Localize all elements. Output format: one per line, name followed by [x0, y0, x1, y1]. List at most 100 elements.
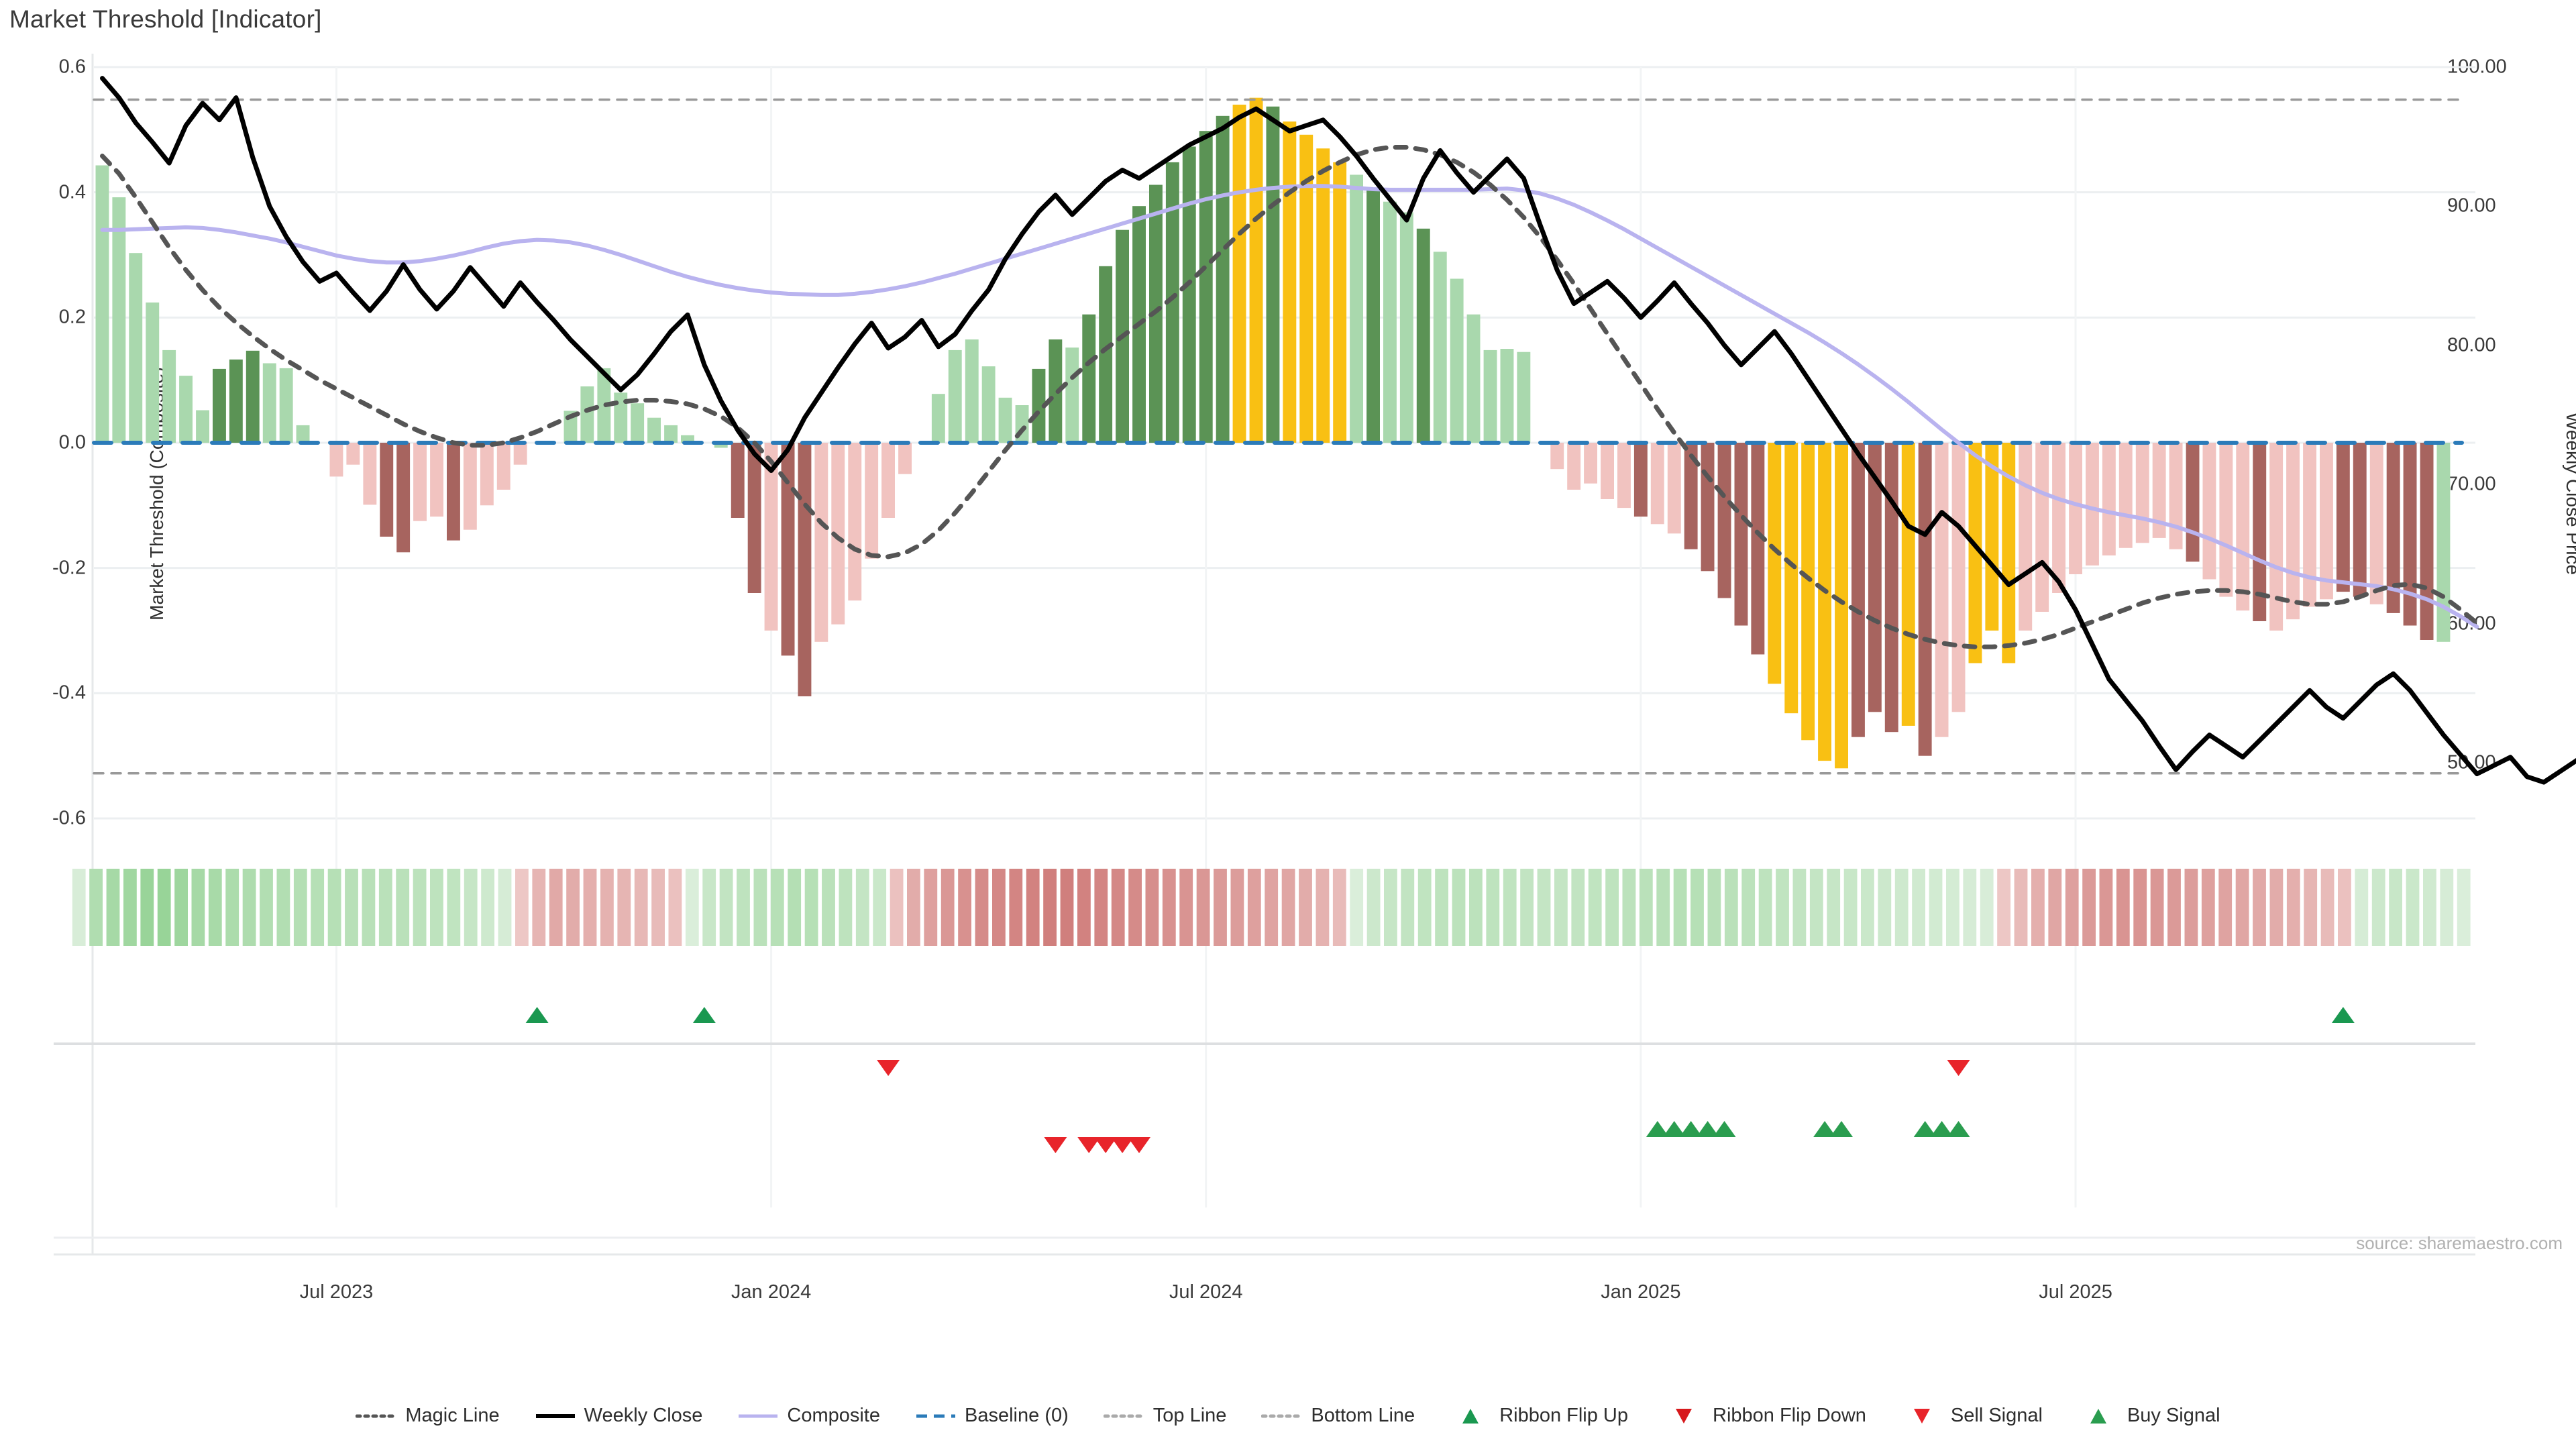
- composite-bar: [196, 410, 209, 443]
- legend-item[interactable]: Ribbon Flip Up: [1450, 1405, 1628, 1427]
- legend-label: Composite: [787, 1405, 881, 1426]
- ribbon-flip-up-marker: [692, 1007, 716, 1023]
- buy-signal-marker: [1830, 1121, 1854, 1137]
- ribbon-band: [1281, 869, 1295, 946]
- ribbon-band: [1656, 869, 1670, 946]
- composite-bar: [1801, 443, 1815, 741]
- ribbon-band: [1350, 869, 1364, 946]
- composite-bar: [1968, 443, 1982, 663]
- ribbon-band: [788, 869, 802, 946]
- ribbon-band: [1792, 869, 1807, 946]
- ribbon-band: [1537, 869, 1551, 946]
- legend-label: Baseline (0): [965, 1405, 1069, 1426]
- sell-signal-marker: [1111, 1137, 1134, 1153]
- composite-bar: [1099, 266, 1113, 443]
- ribbon-band: [2150, 869, 2164, 946]
- ribbon-band: [2065, 869, 2079, 946]
- sell-signal-marker: [1044, 1137, 1067, 1153]
- composite-bar: [463, 443, 477, 530]
- legend-item[interactable]: Ribbon Flip Down: [1663, 1405, 1866, 1427]
- ribbon-band: [1707, 869, 1721, 946]
- composite-bar: [1734, 443, 1748, 626]
- legend-swatch-triangle-up-icon: [2090, 1408, 2106, 1424]
- legend-item[interactable]: Top Line: [1103, 1405, 1227, 1427]
- composite-bar: [798, 443, 812, 696]
- ribbon-band: [804, 869, 818, 946]
- ribbon-band: [600, 869, 614, 946]
- ribbon-band: [651, 869, 665, 946]
- composite-bar: [146, 302, 160, 443]
- buy-signal-marker: [1662, 1121, 1686, 1137]
- ribbon-band: [1009, 869, 1023, 946]
- ribbon-band: [1214, 869, 1227, 946]
- composite-bar: [981, 366, 996, 443]
- composite-bar: [1232, 105, 1246, 443]
- legend-item[interactable]: Weekly Close: [535, 1405, 703, 1427]
- composite-bar: [1935, 443, 1949, 737]
- composite-bar: [2069, 443, 2082, 574]
- composite-bar: [2202, 443, 2216, 580]
- legend-label: Top Line: [1152, 1405, 1227, 1426]
- ribbon-band: [1571, 869, 1585, 946]
- composite-bar: [1951, 443, 1966, 712]
- ribbon-band: [157, 869, 171, 946]
- ribbon-band: [668, 869, 682, 946]
- ribbon-band: [1554, 869, 1568, 946]
- ribbon-band: [1861, 869, 1874, 946]
- composite-bar: [1784, 443, 1799, 714]
- composite-bar: [1333, 162, 1347, 443]
- ribbon-band: [2269, 869, 2284, 946]
- ribbon-band: [1145, 869, 1159, 946]
- legend-label: Weekly Close: [584, 1405, 703, 1426]
- legend-swatch-triangle-up-icon: [1462, 1408, 1479, 1424]
- legend-item[interactable]: Baseline (0): [915, 1405, 1069, 1427]
- y-axis-right-tick: 70.00: [2447, 473, 2496, 495]
- composite-bar: [948, 350, 962, 443]
- ribbon-band: [2167, 869, 2181, 946]
- composite-bar: [1049, 339, 1063, 443]
- composite-bar: [363, 443, 377, 505]
- ribbon-band: [1997, 869, 2010, 946]
- ribbon-band: [1503, 869, 1517, 946]
- y-axis-left-tick: 0.4: [58, 181, 86, 203]
- composite-bar: [1065, 347, 1079, 443]
- ribbon-band: [822, 869, 835, 946]
- ribbon-band: [225, 869, 239, 946]
- legend-label: Bottom Line: [1311, 1405, 1415, 1426]
- ribbon-band: [1809, 869, 1823, 946]
- composite-bar: [279, 368, 293, 443]
- buy-signal-marker: [1813, 1121, 1837, 1137]
- composite-bar: [898, 443, 912, 474]
- ribbon-band: [2355, 869, 2369, 946]
- y-axis-left-tick: 0.2: [58, 306, 86, 328]
- legend-item[interactable]: Sell Signal: [1901, 1405, 2043, 1427]
- ribbon-band: [2133, 869, 2147, 946]
- legend-item[interactable]: Magic Line: [356, 1405, 500, 1427]
- composite-bar: [1851, 443, 1865, 737]
- composite-bar: [1416, 228, 1430, 443]
- ribbon-band: [2440, 869, 2454, 946]
- buy-signal-marker: [1913, 1121, 1937, 1137]
- legend-item[interactable]: Composite: [737, 1405, 880, 1427]
- composite-bar: [1383, 201, 1397, 443]
- composite-bar: [296, 425, 310, 443]
- ribbon-band: [702, 869, 716, 946]
- sell-signal-marker: [1077, 1137, 1101, 1153]
- legend-item[interactable]: Buy Signal: [2078, 1405, 2220, 1427]
- ribbon-band: [2406, 869, 2420, 946]
- composite-bar: [2336, 443, 2350, 592]
- composite-bar: [1450, 278, 1464, 443]
- ribbon-band: [1162, 869, 1176, 946]
- ribbon-band: [174, 869, 188, 946]
- x-axis-tick: Jul 2025: [2039, 1281, 2112, 1303]
- composite-bar: [2303, 443, 2316, 607]
- ribbon-band: [1929, 869, 1943, 946]
- composite-bar: [647, 417, 661, 443]
- sell-signal-marker: [1128, 1137, 1151, 1153]
- ribbon-band: [2457, 869, 2471, 946]
- legend-item[interactable]: Bottom Line: [1261, 1405, 1415, 1427]
- ribbon-band: [2218, 869, 2233, 946]
- composite-bar: [2353, 443, 2367, 597]
- composite-bar: [2118, 443, 2133, 548]
- composite-bar: [580, 386, 594, 443]
